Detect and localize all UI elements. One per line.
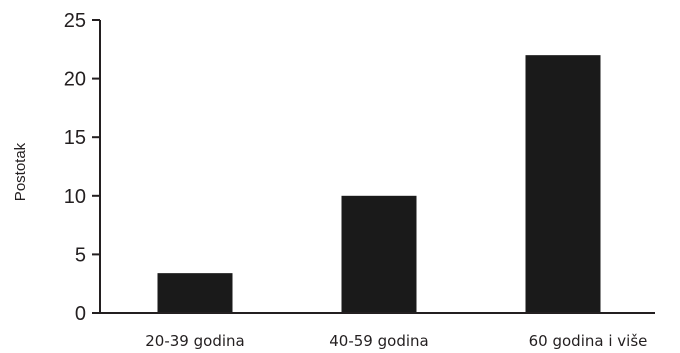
y-tick-label: 10 bbox=[64, 186, 86, 208]
x-tick-label: 20-39 godina bbox=[145, 332, 244, 350]
x-tick-label: 40-59 godina bbox=[329, 332, 428, 350]
y-tick-label: 15 bbox=[64, 127, 86, 149]
y-axis-ticks: 0 5 10 15 20 25 bbox=[64, 10, 100, 325]
bars bbox=[157, 55, 601, 313]
y-tick-label: 5 bbox=[75, 244, 86, 266]
y-axis-title: Postotak bbox=[12, 142, 29, 201]
bar bbox=[341, 195, 417, 313]
y-tick-label: 25 bbox=[64, 10, 86, 32]
x-axis-labels: 20-39 godina 40-59 godina 60 godina i više bbox=[145, 332, 647, 350]
y-tick-label: 20 bbox=[64, 69, 86, 91]
bar bbox=[525, 55, 601, 313]
x-tick-label: 60 godina i više bbox=[529, 332, 648, 350]
bar bbox=[157, 273, 233, 313]
y-tick-label: 0 bbox=[75, 303, 86, 325]
